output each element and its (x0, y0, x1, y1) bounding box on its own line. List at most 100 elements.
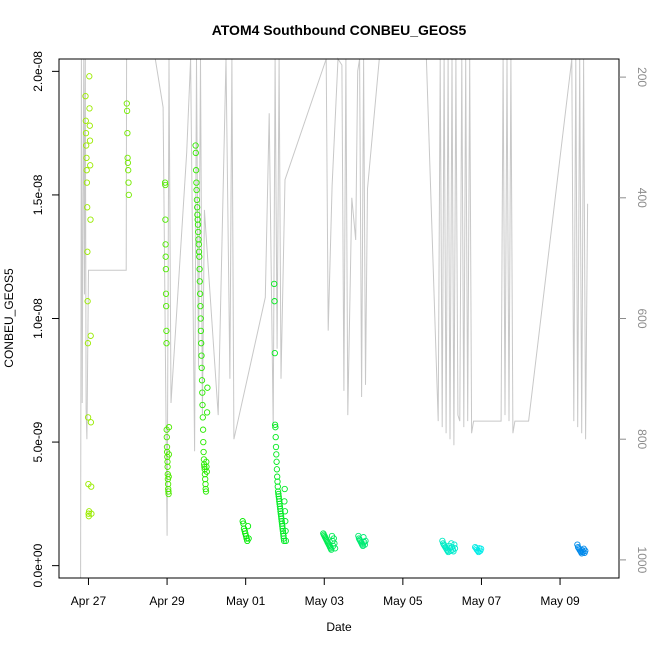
data-point (197, 302, 204, 310)
data-point (199, 414, 206, 421)
y2-tick-label: 400 (635, 188, 649, 208)
data-point (274, 488, 282, 495)
data-point (359, 542, 367, 550)
data-point (83, 142, 90, 149)
data-point (271, 421, 279, 428)
data-point (204, 384, 211, 391)
data-point (273, 458, 280, 465)
data-points (82, 73, 589, 557)
data-point (194, 211, 201, 218)
data-point (574, 541, 581, 548)
data-point (162, 216, 169, 223)
data-point (124, 129, 131, 137)
data-point (202, 488, 210, 495)
data-point (272, 424, 279, 431)
data-point (451, 541, 458, 548)
data-point (162, 290, 170, 297)
y2-tick-label: 800 (635, 429, 649, 449)
data-point (582, 547, 589, 554)
data-point (193, 196, 201, 204)
data-point (195, 228, 202, 236)
data-point (84, 414, 92, 421)
data-point (200, 438, 207, 446)
data-point (87, 216, 94, 223)
y-axis-label: CONBEU_GEOS5 (2, 268, 16, 368)
data-point (82, 117, 89, 124)
data-point (84, 248, 91, 255)
data-point (199, 426, 207, 433)
data-point (162, 253, 169, 260)
data-point (162, 241, 169, 248)
data-point (162, 265, 170, 273)
data-point (125, 179, 132, 186)
data-point (194, 204, 201, 211)
data-point (199, 401, 206, 409)
data-point (165, 424, 173, 431)
data-point (82, 129, 90, 137)
data-point (197, 327, 205, 335)
y2-tick-label: 1000 (635, 547, 649, 574)
x-tick-label: May 09 (540, 594, 580, 608)
data-point (196, 290, 204, 297)
data-point (82, 92, 89, 100)
data-point (86, 73, 93, 80)
x-tick-label: May 03 (305, 594, 345, 608)
x-axis-label: Date (326, 620, 352, 634)
data-point (272, 433, 279, 441)
data-point (273, 466, 281, 473)
data-point (83, 167, 90, 174)
data-point (275, 490, 282, 498)
y-tick-label: 0.0e+00 (31, 543, 45, 587)
data-point (362, 537, 369, 545)
data-point (84, 340, 92, 347)
data-point (274, 483, 281, 490)
data-point (86, 137, 94, 144)
data-point (196, 253, 203, 260)
data-point (196, 278, 203, 285)
data-point (83, 154, 90, 162)
data-point (361, 541, 368, 548)
data-point (193, 179, 200, 186)
x-tick-label: May 05 (383, 594, 423, 608)
data-point (273, 451, 280, 458)
data-point (361, 539, 368, 546)
x-tick-label: Apr 29 (149, 594, 185, 608)
data-point (84, 204, 91, 211)
data-point (194, 221, 202, 228)
data-point (448, 540, 455, 547)
data-point (197, 315, 204, 322)
data-point (203, 463, 210, 470)
data-point (202, 485, 209, 493)
data-point (87, 419, 95, 426)
data-point (282, 518, 289, 525)
x-tick-label: May 01 (226, 594, 266, 608)
data-point (196, 265, 203, 273)
data-point (163, 302, 170, 310)
y-tick-label: 1.5e-08 (31, 174, 45, 215)
data-point (88, 510, 95, 517)
data-point (163, 340, 170, 347)
data-point (477, 545, 485, 552)
data-point (192, 149, 199, 157)
data-point (87, 162, 94, 169)
data-point (244, 522, 252, 530)
data-point (280, 537, 288, 545)
data-point (200, 448, 207, 456)
data-point (271, 280, 278, 288)
axes: Apr 27 Apr 29 May 01 May 03 May 05 May 07 May … (31, 51, 649, 608)
data-point (192, 142, 199, 149)
data-point (195, 248, 203, 255)
data-point (282, 537, 290, 545)
data-point (203, 409, 211, 416)
data-point (331, 545, 339, 552)
data-point (281, 508, 289, 515)
altitude-line (80, 57, 589, 579)
data-point (86, 122, 93, 129)
data-point (124, 159, 132, 166)
data-point (274, 473, 281, 480)
data-point (278, 518, 285, 525)
data-point (165, 473, 172, 480)
data-point (271, 298, 278, 305)
data-point (330, 535, 337, 542)
data-point (198, 377, 206, 384)
